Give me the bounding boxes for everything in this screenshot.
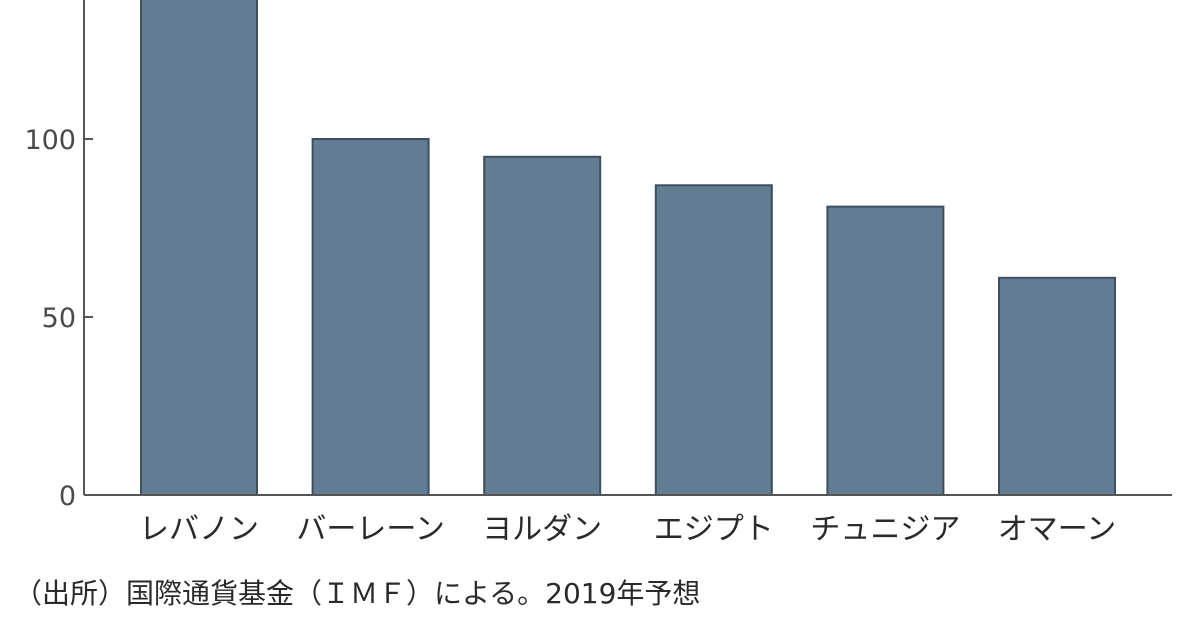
y-tick-label: 0 bbox=[59, 481, 76, 512]
x-tick-label: ヨルダン bbox=[482, 512, 602, 547]
x-tick-label: オマーン bbox=[998, 512, 1117, 547]
x-tick-label: チュニジア bbox=[810, 512, 960, 547]
bar bbox=[311, 138, 430, 496]
x-tick-label: エジプト bbox=[654, 512, 774, 547]
y-tick-label: 100 bbox=[24, 125, 76, 156]
axes-group bbox=[83, 0, 1172, 496]
bar bbox=[654, 184, 773, 496]
bar bbox=[140, 0, 258, 496]
bar bbox=[483, 155, 602, 497]
bars-group bbox=[140, 0, 1116, 497]
x-tick-label: レバノン bbox=[139, 512, 259, 547]
bar bbox=[826, 205, 945, 496]
x-tick-label: バーレーン bbox=[296, 512, 445, 547]
x-labels-group: レバノン バーレーン ヨルダン エジプト チュニジア オマーン bbox=[139, 512, 1116, 547]
y-ticks-group: 0 50 100 bbox=[24, 125, 93, 512]
source-note: （出所）国際通貨基金（ＩＭＦ）による。2019年予想 bbox=[14, 577, 701, 610]
bar bbox=[998, 276, 1116, 496]
y-tick-label: 50 bbox=[42, 303, 76, 334]
